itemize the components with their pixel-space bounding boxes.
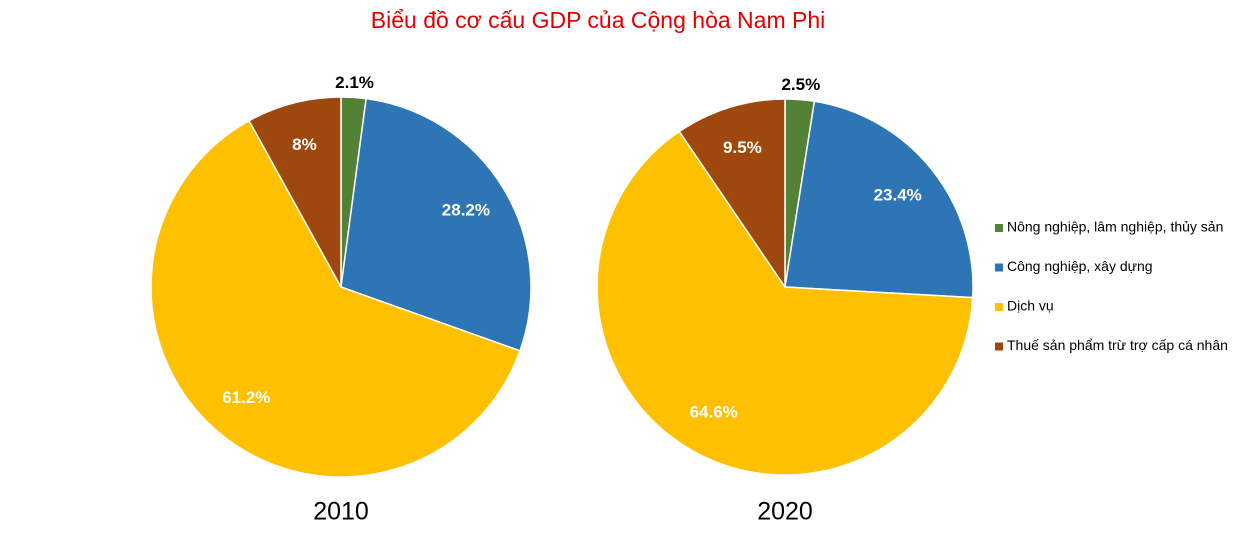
pie-slice <box>678 98 786 290</box>
pie-slice <box>150 119 521 478</box>
pie-title: 2010 <box>313 498 369 526</box>
legend-marker <box>995 303 1003 311</box>
data-label: 61.2% <box>222 388 270 407</box>
data-label: 2.5% <box>781 75 820 94</box>
legend-label: Dịch vụ <box>1007 298 1054 314</box>
data-label: 2.1% <box>335 73 374 92</box>
data-label: 64.6% <box>690 402 738 421</box>
pie-slice <box>784 100 974 299</box>
data-label: 28.2% <box>442 200 490 219</box>
chart-title: Biểu đồ cơ cấu GDP của Cộng hòa Nam Phi <box>371 7 825 33</box>
legend-label: Nông nghiệp, lâm nghiệp, thủy sản <box>1007 219 1223 235</box>
legend-marker <box>995 342 1003 351</box>
pie-title: 2020 <box>757 498 813 526</box>
legend-label: Thuế sản phẩm trừ trợ cấp cá nhân <box>1007 337 1228 353</box>
pie-slice <box>340 97 532 352</box>
legend-label: Công nghiệp, xây dựng <box>1007 258 1153 274</box>
legend-marker <box>995 224 1003 232</box>
data-label: 23.4% <box>874 186 922 205</box>
data-label: 8% <box>292 135 317 154</box>
data-label: 9.5% <box>723 138 762 157</box>
pie-slice <box>248 96 342 288</box>
pie-slice <box>596 130 974 476</box>
legend-marker <box>995 263 1003 272</box>
